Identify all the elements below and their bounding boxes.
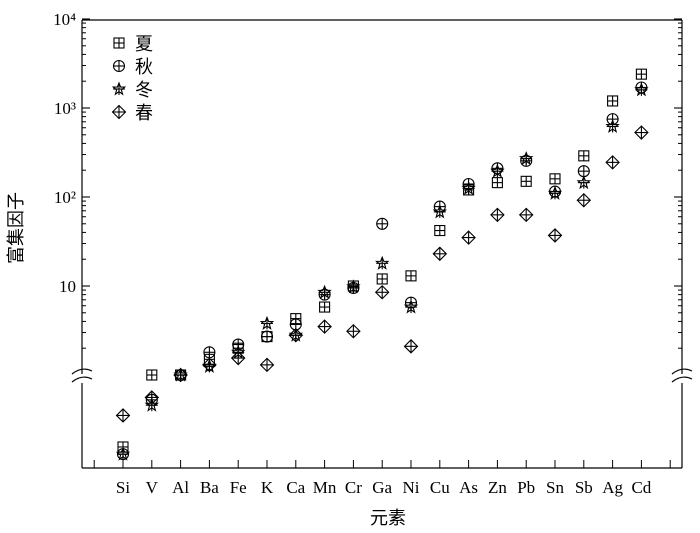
point-star <box>433 205 447 219</box>
point-star <box>577 176 591 190</box>
legend-marker <box>112 82 126 96</box>
legend-marker <box>113 37 125 49</box>
point-star <box>375 256 389 270</box>
point-circle-plus <box>577 165 590 178</box>
point-square-plus <box>146 369 158 381</box>
point-diamond-plus <box>490 207 505 222</box>
x-tick-label: Cu <box>430 478 450 497</box>
x-tick-label: Mn <box>313 478 337 497</box>
point-square-plus <box>405 270 417 282</box>
x-tick-label: Cr <box>345 478 362 497</box>
y-tick-label: 10² <box>54 188 76 207</box>
point-star <box>519 152 533 166</box>
point-diamond-plus <box>288 328 303 343</box>
point-diamond-plus <box>605 155 620 170</box>
x-tick-label: K <box>261 478 274 497</box>
y-tick-label: 10 <box>59 277 76 296</box>
legend-marker <box>112 59 126 73</box>
point-diamond-plus <box>317 319 332 334</box>
axis-break-left <box>71 368 93 383</box>
point-square-plus <box>607 95 619 107</box>
point-diamond-plus <box>432 246 447 261</box>
legend-label: 夏 <box>135 34 153 54</box>
y-axis-label: 富集因子 <box>6 192 26 264</box>
x-axis-label: 元素 <box>370 508 406 528</box>
point-square-plus <box>549 173 561 185</box>
x-tick-label: Sb <box>575 478 593 497</box>
point-diamond-plus <box>634 125 649 140</box>
point-circle-plus <box>260 330 274 343</box>
point-star <box>318 285 332 299</box>
point-square-plus <box>520 175 532 187</box>
point-diamond-plus <box>403 339 419 354</box>
y-axis-ticks: 10 10² 10³ 10⁴ <box>53 10 682 349</box>
point-diamond-plus <box>519 207 534 222</box>
point-diamond-plus <box>547 228 563 243</box>
axis-break-right <box>671 368 693 383</box>
point-star <box>634 83 648 97</box>
point-diamond-plus <box>576 193 591 208</box>
x-tick-label: Fe <box>230 478 247 497</box>
point-circle-plus <box>376 217 389 230</box>
x-tick-label: V <box>146 478 159 497</box>
point-square-plus <box>635 68 647 80</box>
plot-frame <box>81 19 683 469</box>
x-tick-label: Zn <box>488 478 507 497</box>
y-tick-label: 10⁴ <box>53 10 76 29</box>
point-diamond-plus <box>375 285 390 300</box>
point-square-plus <box>319 301 331 313</box>
point-star <box>490 164 504 178</box>
x-axis-ticks: Si V Al Ba Fe K Ca Mn Cr Ga Ni Cu As Zn Pb Sn Sb Ag Cd <box>93 460 671 497</box>
x-tick-label: Al <box>172 478 189 497</box>
x-tick-label: As <box>459 478 478 497</box>
legend-label: 秋 <box>135 57 153 77</box>
legend-marker <box>111 104 127 120</box>
point-diamond-plus <box>115 408 131 423</box>
point-square-plus <box>491 177 503 189</box>
point-star <box>548 186 562 200</box>
point-square-plus <box>376 273 388 285</box>
y-tick-label: 10³ <box>54 99 76 118</box>
legend-label: 冬 <box>135 80 153 100</box>
point-circle-plus <box>203 346 216 359</box>
data-points <box>115 68 649 461</box>
x-tick-label: Si <box>116 478 130 497</box>
point-square-plus <box>578 150 590 162</box>
point-diamond-plus <box>346 324 361 339</box>
x-tick-label: Sn <box>546 478 564 497</box>
x-tick-label: Ni <box>403 478 420 497</box>
x-tick-label: Cd <box>631 478 651 497</box>
legend-label: 春 <box>135 103 153 123</box>
x-tick-label: Ba <box>200 478 219 497</box>
x-tick-label: Ga <box>372 478 392 497</box>
point-diamond-plus <box>259 357 275 372</box>
x-tick-label: Ca <box>286 478 305 497</box>
point-star <box>260 316 274 330</box>
point-square-plus <box>434 224 446 237</box>
point-diamond-plus <box>461 230 476 245</box>
x-tick-label: Pb <box>517 478 535 497</box>
x-tick-label: Ag <box>602 478 623 497</box>
